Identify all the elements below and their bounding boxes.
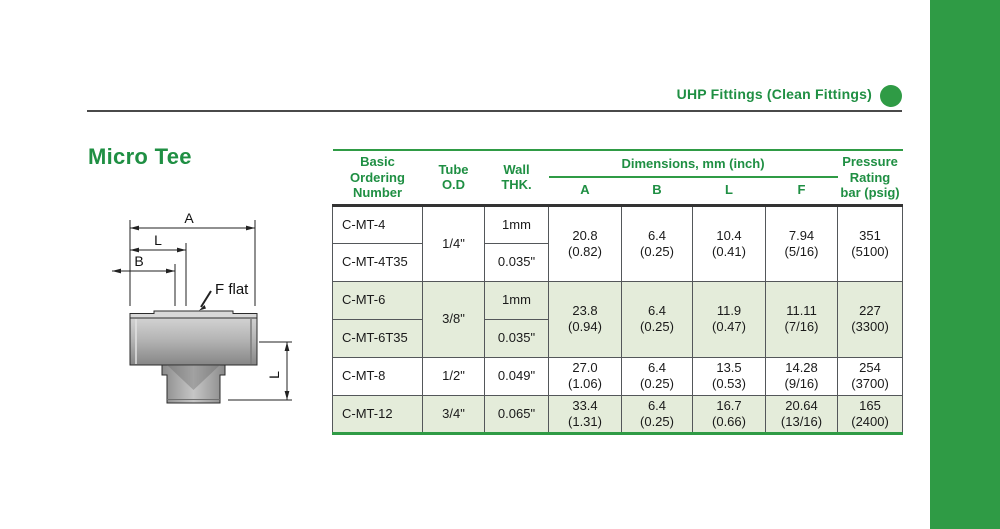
dim-a-cell: 23.8 (0.94) <box>548 280 622 358</box>
dim-l-cell: 13.5 (0.53) <box>692 356 766 396</box>
dim-a-cell: 27.0 (1.06) <box>548 356 622 396</box>
spec-table-header: Basic Ordering Number Tube O.D Wall THK.… <box>332 148 903 207</box>
part-number-cell: C-MT-4T35 <box>332 242 423 282</box>
page-edge-green-bar <box>930 0 1000 529</box>
dimension-l-top <box>130 243 187 306</box>
col-header-dim-f: F <box>765 176 838 207</box>
tube-od-cell: 3/8" <box>422 280 485 358</box>
col-header-tube-od: Tube O.D <box>422 148 485 207</box>
dim-l-cell: 16.7 (0.66) <box>692 394 766 436</box>
dim-label-f-flat: F flat <box>215 281 249 298</box>
pressure-cell: 165 (2400) <box>837 394 904 436</box>
table-row: C-MT-8 1/2" 0.049" 27.0 (1.06) 6.4 (0.25… <box>332 356 904 396</box>
wall-thk-cell: 1mm <box>484 280 549 320</box>
part-number-cell: C-MT-6T35 <box>332 318 423 358</box>
col-header-dimensions: Dimensions, mm (inch) <box>548 149 838 178</box>
dim-l-cell: 10.4 (0.41) <box>692 204 766 282</box>
tee-fitting-diagram: A L B F flat L <box>112 210 292 404</box>
wall-thk-cell: 0.035" <box>484 318 549 358</box>
wall-thk-cell: 0.065" <box>484 394 549 436</box>
dim-f-cell: 14.28 (9/16) <box>764 356 839 396</box>
pressure-cell: 351 (5100) <box>837 204 904 282</box>
dim-label-l-top: L <box>154 232 162 248</box>
col-header-dim-b: B <box>621 176 693 207</box>
dim-f-cell: 20.64 (13/16) <box>764 394 839 436</box>
part-number-cell: C-MT-8 <box>332 356 423 396</box>
tube-od-cell: 3/4" <box>422 394 485 436</box>
dim-b-cell: 6.4 (0.25) <box>621 356 693 396</box>
dimension-l-right <box>228 341 292 401</box>
spec-table-body: C-MT-4 1/4" 1mm 20.8 (0.82) 6.4 (0.25) 1… <box>332 204 904 436</box>
tee-junction-shading <box>167 365 220 390</box>
tee-body-shape <box>129 310 258 404</box>
spec-table-container: Basic Ordering Number Tube O.D Wall THK.… <box>332 148 904 436</box>
dimension-a <box>129 220 256 306</box>
pressure-cell: 254 (3700) <box>837 356 904 396</box>
section-header-label: UHP Fittings (Clean Fittings) <box>676 86 872 102</box>
tube-od-cell: 1/2" <box>422 356 485 396</box>
spec-table: Basic Ordering Number Tube O.D Wall THK.… <box>332 148 904 436</box>
dim-a-cell: 20.8 (0.82) <box>548 204 622 282</box>
table-row: C-MT-4T35 0.035" <box>332 242 903 282</box>
col-header-wall-thk: Wall THK. <box>484 148 549 207</box>
part-number-cell: C-MT-4 <box>332 204 423 244</box>
part-number-cell: C-MT-6 <box>332 280 423 320</box>
table-row: C-MT-12 3/4" 0.065" 33.4 (1.31) 6.4 (0.2… <box>332 394 904 436</box>
dim-f-cell: 11.11 (7/16) <box>764 280 839 358</box>
col-header-dim-a: A <box>548 176 622 207</box>
dim-l-cell: 11.9 (0.47) <box>692 280 766 358</box>
dim-label-a: A <box>184 210 194 226</box>
dim-b-cell: 6.4 (0.25) <box>621 280 693 358</box>
table-row: C-MT-6 3/8" 1mm 23.8 (0.94) 6.4 (0.25) 1… <box>332 280 904 358</box>
pressure-cell: 227 (3300) <box>837 280 904 358</box>
dimension-b <box>112 264 176 306</box>
dim-label-b: B <box>134 253 143 269</box>
wall-thk-cell: 0.049" <box>484 356 549 396</box>
section-header: UHP Fittings (Clean Fittings) <box>87 85 902 112</box>
dim-b-cell: 6.4 (0.25) <box>621 204 693 282</box>
f-flat-callout <box>199 290 212 311</box>
dim-a-cell: 33.4 (1.31) <box>548 394 622 436</box>
col-header-basic-ordering-number: Basic Ordering Number <box>332 148 423 207</box>
dim-f-cell: 7.94 (5/16) <box>764 204 839 282</box>
tube-od-cell: 1/4" <box>422 204 485 282</box>
page-title: Micro Tee <box>88 144 192 169</box>
part-number-cell: C-MT-12 <box>332 394 423 436</box>
wall-thk-cell: 1mm <box>484 204 549 244</box>
section-bullet-icon <box>880 85 902 107</box>
wall-thk-cell: 0.035" <box>484 242 549 282</box>
dim-label-l-right: L <box>266 371 282 379</box>
table-row: C-MT-4 1/4" 1mm 20.8 (0.82) 6.4 (0.25) 1… <box>332 204 904 282</box>
dim-b-cell: 6.4 (0.25) <box>621 394 693 436</box>
col-header-dim-l: L <box>692 176 766 207</box>
table-row: C-MT-6T35 0.035" <box>332 318 903 358</box>
col-header-pressure-rating: Pressure Rating bar (psig) <box>837 148 903 207</box>
